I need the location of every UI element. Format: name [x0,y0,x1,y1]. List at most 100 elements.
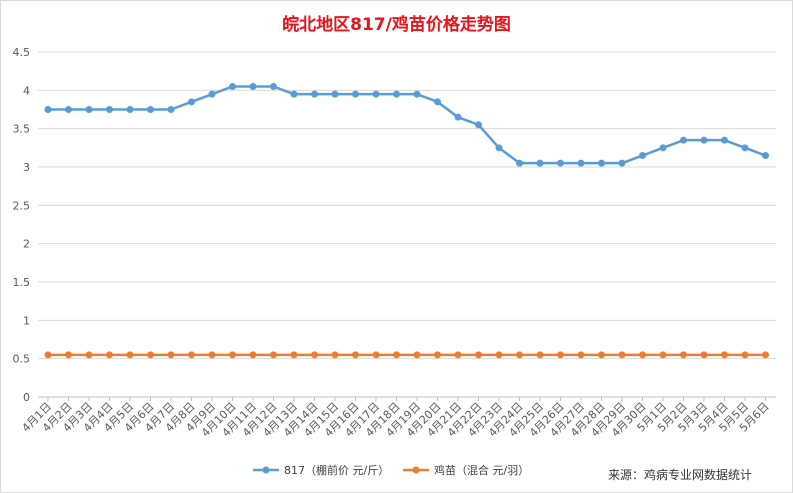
data-point [721,136,728,144]
y-tick-label: 4.5 [13,46,31,59]
data-point [249,351,257,359]
data-point [434,351,441,359]
data-point [44,106,52,113]
data-point [208,351,216,359]
data-point [659,144,667,152]
legend: 817（棚前价 元/斤） 鸡苗（混合 元/羽） [253,463,529,477]
data-point [475,351,482,359]
series-layer [44,83,769,359]
y-tick-label: 0 [23,391,30,404]
data-point [762,152,769,159]
data-point [495,144,503,152]
y-tick-label: 0.5 [13,353,31,366]
data-point [290,351,298,359]
data-point [639,351,646,359]
data-point [393,90,400,98]
y-tick-label: 2.5 [13,199,31,212]
data-point [762,351,769,359]
data-point [65,106,72,113]
data-point [577,159,585,167]
data-point [475,121,482,129]
y-tick-label: 2 [23,238,30,251]
legend-item-1: 817（棚前价 元/斤） [253,463,389,477]
data-point [188,98,195,106]
data-point [454,113,462,121]
data-point [557,159,564,167]
data-point [700,136,708,144]
data-point [147,106,154,113]
data-point [598,351,605,359]
data-point [65,351,72,359]
data-point [331,90,339,98]
legend-item-2: 鸡苗（混合 元/羽） [403,463,529,477]
data-point [536,159,544,167]
data-point [721,351,728,359]
data-point [598,159,605,167]
data-point [413,90,421,98]
data-point [147,351,154,359]
data-point [454,351,462,359]
series-line [48,85,766,165]
data-point [352,351,359,359]
chart-title: 皖北地区817/鸡苗价格走势图 [282,15,511,35]
data-point [126,351,134,359]
data-point [167,351,175,359]
data-point [393,351,400,359]
data-point [618,159,626,167]
data-point [229,351,236,359]
legend-swatch-marker [262,466,270,474]
legend-swatch-marker [412,466,420,474]
data-point [577,351,585,359]
data-point [44,351,52,359]
data-point [229,83,236,90]
data-point [85,106,93,113]
data-point [741,144,749,152]
data-point [311,90,318,98]
data-point [741,351,749,359]
y-tick-label: 4 [23,84,30,97]
data-point [700,351,708,359]
legend-label: 鸡苗（混合 元/羽） [434,463,529,477]
data-point [167,106,175,113]
data-point [659,351,667,359]
data-point [516,159,523,167]
source-note: 来源：鸡病专业网数据统计 [608,468,753,482]
y-tick-label: 1.5 [13,276,31,289]
legend-label: 817（棚前价 元/斤） [284,463,389,477]
y-tick-label: 3.5 [13,123,31,136]
data-point [249,83,257,90]
data-point [434,98,441,106]
data-point [106,106,113,113]
x-axis-tick-labels: 4月1日4月2日4月3日4月4日4月5日4月6日4月7日4月8日4月9日4月10… [19,400,771,440]
gridlines [38,51,776,401]
y-tick-label: 1 [23,314,30,327]
data-point [270,83,277,90]
data-point [372,90,380,98]
data-point [680,136,687,144]
data-point [495,351,503,359]
data-point [352,90,359,98]
data-point [639,152,646,159]
data-point [126,106,134,113]
data-point [85,351,93,359]
data-point [331,351,339,359]
data-point [290,90,298,98]
data-point [106,351,113,359]
data-point [311,351,318,359]
y-axis-tick-labels: 0 0.5 1 1.5 2 2.5 3 3.5 4 4.5 [13,46,31,404]
data-point [270,351,277,359]
series-1 [44,83,769,167]
data-point [536,351,544,359]
data-point [413,351,421,359]
data-point [188,351,195,359]
data-point [208,90,216,98]
data-point [557,351,564,359]
data-point [516,351,523,359]
y-tick-label: 3 [23,161,30,174]
data-point [618,351,626,359]
data-point [680,351,687,359]
data-point [372,351,380,359]
series-2 [44,351,769,359]
